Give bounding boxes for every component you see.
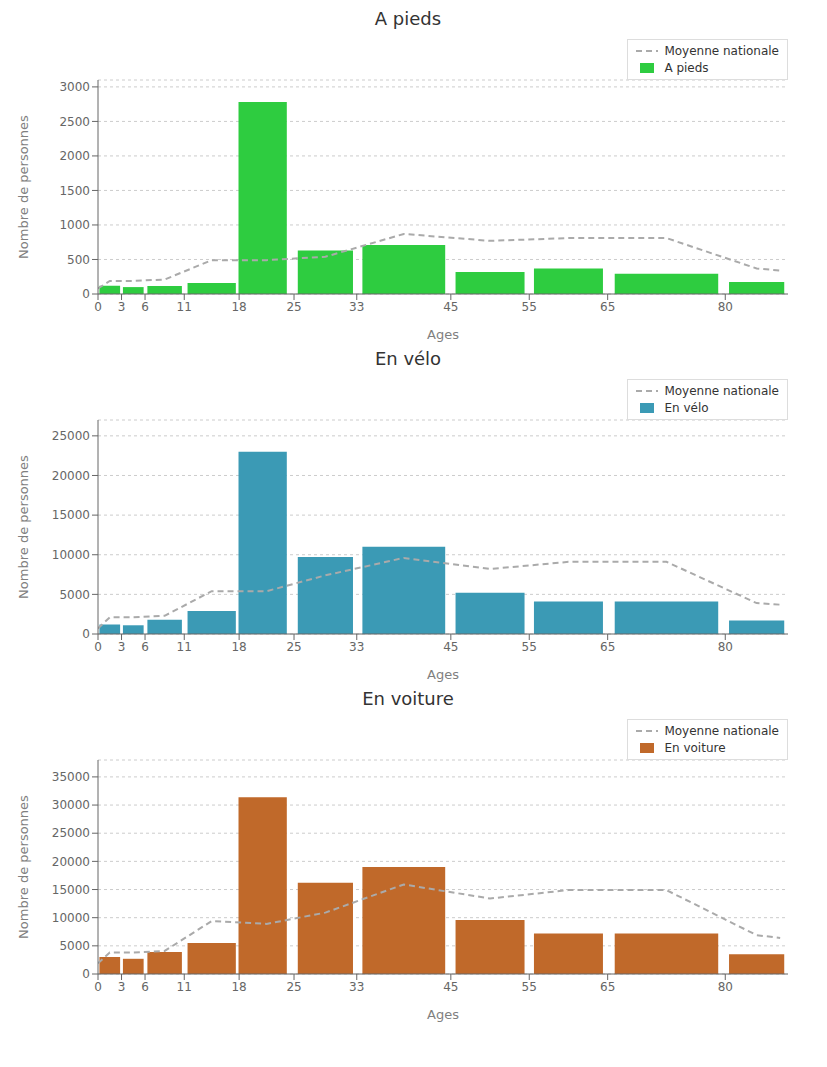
svg-text:Ages: Ages (427, 1007, 459, 1022)
svg-text:45: 45 (443, 300, 458, 314)
svg-text:15000: 15000 (52, 883, 90, 897)
html-text:En vélo: En vélo (374, 348, 442, 369)
svg-text:33: 33 (349, 300, 364, 314)
svg-text:55: 55 (522, 300, 537, 314)
svg-text:3: 3 (118, 300, 126, 314)
svg-text:2500: 2500 (59, 115, 90, 129)
svg-text:2000: 2000 (59, 149, 90, 163)
svg-text:5000: 5000 (59, 588, 90, 602)
svg-text:10000: 10000 (52, 911, 90, 925)
svg-text:Nombre de personnes: Nombre de personnes (16, 115, 31, 259)
svg-text:0: 0 (82, 287, 90, 301)
svg-text:11: 11 (177, 980, 192, 994)
svg-text:0: 0 (82, 967, 90, 981)
svg-text:18: 18 (231, 640, 246, 654)
svg-text:18: 18 (231, 300, 246, 314)
svg-text:6: 6 (141, 300, 149, 314)
svg-text:10000: 10000 (52, 548, 90, 562)
svg-text:25000: 25000 (52, 429, 90, 443)
html-text:En vélo: En vélo (664, 401, 709, 415)
svg-text:80: 80 (718, 640, 733, 654)
html-text:Moyenne nationale: Moyenne nationale (664, 44, 779, 58)
svg-text:11: 11 (177, 640, 192, 654)
html-text:Moyenne nationale: Moyenne nationale (664, 724, 779, 738)
svg-text:3000: 3000 (59, 80, 90, 94)
html-text:A pieds: A pieds (374, 8, 442, 29)
svg-text:0: 0 (94, 640, 102, 654)
svg-text:65: 65 (600, 640, 615, 654)
svg-text:Nombre de personnes: Nombre de personnes (16, 455, 31, 599)
svg-text:55: 55 (522, 980, 537, 994)
svg-text:Nombre de personnes: Nombre de personnes (16, 795, 31, 939)
svg-text:30000: 30000 (52, 798, 90, 812)
svg-text:500: 500 (67, 253, 90, 267)
svg-text:1500: 1500 (59, 184, 90, 198)
svg-text:5000: 5000 (59, 939, 90, 953)
svg-text:45: 45 (443, 640, 458, 654)
svg-text:55: 55 (522, 640, 537, 654)
svg-text:3: 3 (118, 980, 126, 994)
svg-text:11: 11 (177, 300, 192, 314)
svg-text:Ages: Ages (427, 327, 459, 342)
svg-text:45: 45 (443, 980, 458, 994)
svg-text:33: 33 (349, 980, 364, 994)
svg-text:0: 0 (94, 980, 102, 994)
svg-text:65: 65 (600, 300, 615, 314)
svg-text:80: 80 (718, 980, 733, 994)
svg-text:25: 25 (286, 300, 301, 314)
svg-text:Ages: Ages (427, 667, 459, 682)
html-text:Moyenne nationale: Moyenne nationale (664, 384, 779, 398)
svg-text:18: 18 (231, 980, 246, 994)
svg-text:80: 80 (718, 300, 733, 314)
svg-text:1000: 1000 (59, 218, 90, 232)
svg-text:15000: 15000 (52, 508, 90, 522)
svg-text:33: 33 (349, 640, 364, 654)
svg-text:25: 25 (286, 980, 301, 994)
svg-text:25000: 25000 (52, 826, 90, 840)
svg-text:3: 3 (118, 640, 126, 654)
svg-text:20000: 20000 (52, 469, 90, 483)
svg-text:25: 25 (286, 640, 301, 654)
html-text:En voiture: En voiture (664, 741, 726, 755)
html-text:A pieds: A pieds (664, 61, 709, 75)
svg-text:35000: 35000 (52, 770, 90, 784)
svg-text:6: 6 (141, 980, 149, 994)
svg-text:0: 0 (82, 627, 90, 641)
html-text:En voiture: En voiture (362, 688, 454, 709)
svg-text:6: 6 (141, 640, 149, 654)
svg-text:20000: 20000 (52, 855, 90, 869)
svg-text:65: 65 (600, 980, 615, 994)
svg-text:0: 0 (94, 300, 102, 314)
